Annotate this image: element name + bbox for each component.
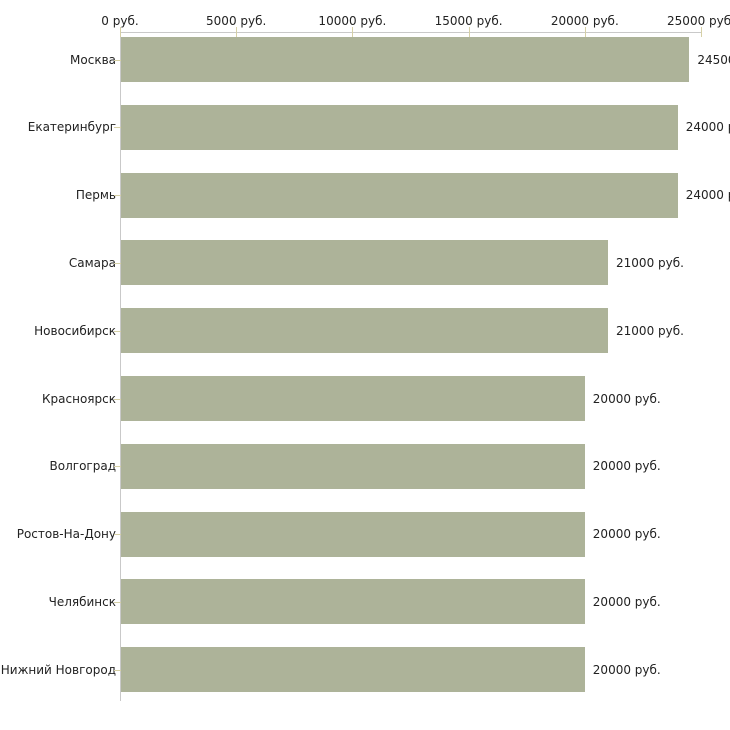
category-label: Екатеринбург [27, 120, 116, 135]
x-axis-tick-label: 20000 руб. [550, 14, 619, 28]
bar [121, 647, 585, 693]
bar [121, 104, 678, 150]
value-label: 21000 руб. [616, 323, 684, 338]
value-label: 24000 руб. [685, 120, 730, 135]
value-label: 20000 руб. [592, 594, 661, 609]
category-label: Волгоград [49, 459, 116, 474]
category-label: Пермь [75, 188, 116, 203]
x-axis-tick-mark [584, 27, 586, 37]
bar [121, 443, 585, 489]
y-axis-tick-mark [114, 127, 122, 129]
bar [121, 240, 609, 286]
y-axis-line [120, 32, 121, 701]
y-axis-tick-mark [114, 601, 122, 603]
value-label: 20000 руб. [592, 391, 661, 406]
category-label: Новосибирск [34, 323, 116, 338]
x-axis-line [120, 32, 701, 33]
x-axis-tick-label: 0 руб. [101, 14, 139, 28]
x-axis-tick-mark [120, 27, 121, 37]
x-axis-tick-label: 5000 руб. [206, 14, 267, 28]
bar [121, 172, 678, 218]
x-axis-tick-label: 25000 руб. [667, 14, 730, 28]
category-label: Самара [68, 255, 116, 270]
value-label: 21000 руб. [616, 255, 684, 270]
x-axis-tick-label: 10000 руб. [318, 14, 387, 28]
y-axis-tick-mark [114, 195, 122, 197]
value-label: 20000 руб. [592, 459, 661, 474]
bar [121, 308, 609, 354]
category-label: Челябинск [48, 594, 116, 609]
x-axis-tick-mark [701, 27, 702, 37]
bar [121, 37, 690, 82]
category-label: Красноярск [42, 391, 116, 406]
value-label: 24500 руб. [697, 52, 730, 67]
category-label: Нижний Новгород [0, 662, 116, 677]
y-axis-tick-mark [114, 669, 122, 671]
category-label: Москва [70, 52, 116, 67]
x-axis-tick-mark [352, 27, 354, 37]
bar [121, 579, 585, 625]
bar [121, 511, 585, 557]
x-axis-tick-label: 15000 руб. [434, 14, 503, 28]
y-axis-tick-mark [114, 398, 122, 400]
value-label: 24000 руб. [685, 188, 730, 203]
y-axis-tick-mark [114, 262, 122, 264]
value-label: 20000 руб. [592, 527, 661, 542]
y-axis-tick-mark [114, 534, 122, 536]
x-axis-tick-mark [236, 27, 238, 37]
y-axis-tick-mark [114, 330, 122, 332]
x-axis-tick-mark [468, 27, 470, 37]
category-label: Ростов-На-Дону [16, 527, 116, 542]
y-axis-tick-mark [114, 59, 122, 61]
y-axis-tick-mark [114, 466, 122, 468]
value-label: 20000 руб. [592, 662, 661, 677]
bar [121, 376, 585, 421]
